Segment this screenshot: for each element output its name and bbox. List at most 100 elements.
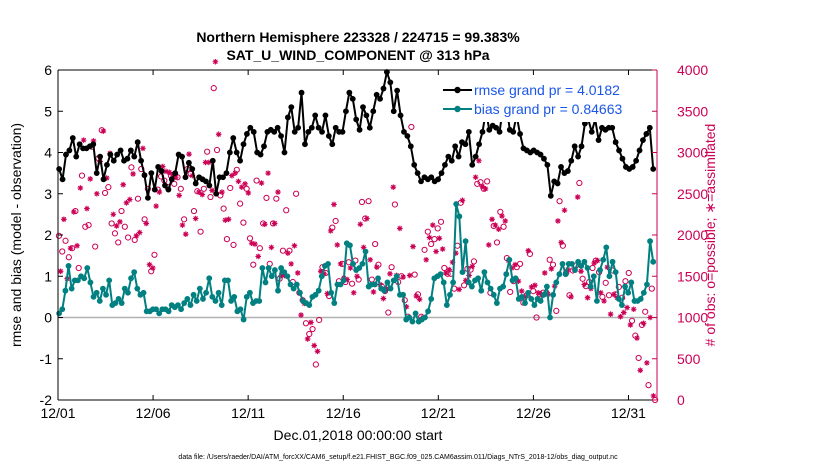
obs-count-point (568, 294, 574, 300)
rmse-series-point (233, 149, 240, 156)
bias-series-point (284, 273, 291, 280)
rmse-series-point (244, 131, 250, 137)
legend-bias-label: bias grand pr = 0.84663 (474, 101, 622, 117)
bias-series-point (131, 269, 138, 276)
obs-count-point (449, 259, 456, 266)
obs-count-point (625, 269, 632, 277)
obs-count-point (383, 285, 390, 292)
bias-series-point (637, 296, 644, 302)
obs-count-point (627, 322, 634, 328)
obs-count-point (120, 181, 126, 188)
obs-count-point (294, 270, 301, 276)
obs-count-point (443, 270, 449, 276)
obs-count-point (403, 303, 410, 310)
obs-count-point (238, 184, 245, 190)
rmse-series-point (401, 128, 407, 135)
bias-series-point (237, 306, 244, 313)
obs-count-point (578, 268, 584, 275)
rmse-series-point (636, 147, 643, 154)
obs-count-point (635, 354, 642, 362)
rmse-series-point (356, 126, 363, 133)
bias-series-point (428, 296, 435, 302)
bias-series-point (562, 271, 569, 278)
y-tick-label: -1 (40, 351, 53, 367)
rmse-series-point (261, 143, 267, 150)
obs-count-point (206, 159, 212, 166)
obs-count-point (233, 166, 240, 173)
obs-count-point (173, 174, 179, 181)
bias-series-point (290, 285, 297, 292)
rmse-series-point (93, 170, 100, 177)
rmse-series-point (291, 128, 298, 135)
obs-count-point (622, 278, 629, 285)
obs-count-point (245, 190, 252, 196)
rmse-series-point (134, 139, 141, 146)
rmse-series-point (479, 128, 486, 135)
y2-tick-label: 2000 (677, 227, 708, 243)
obs-count-point (617, 313, 624, 320)
obs-count-point (82, 223, 89, 230)
rmse-series-point (213, 190, 220, 197)
bias-series-point (75, 277, 81, 284)
y-tick-label: -2 (40, 392, 53, 408)
rmse-series-point (346, 89, 353, 96)
rmse-series-point (462, 141, 469, 148)
bias-series-point (487, 285, 494, 292)
bias-series-point (537, 298, 544, 304)
obs-count-point (220, 205, 227, 212)
obs-count-point (291, 242, 298, 249)
bias-series-point (572, 267, 578, 273)
obs-count-point (286, 247, 293, 254)
obs-count-point (334, 242, 341, 248)
rmse-series-point (582, 120, 588, 127)
obs-count-point (253, 177, 260, 184)
obs-count-point (456, 286, 462, 293)
rmse-series-point (59, 176, 66, 183)
obs-count-point (55, 232, 63, 239)
obs-count-point (110, 211, 117, 218)
obs-count-point (607, 311, 614, 317)
rmse-series-point (650, 166, 657, 172)
rmse-series-point (640, 137, 646, 144)
bias-series-point (493, 300, 500, 306)
bias-series-point (406, 314, 413, 321)
obs-count-point (489, 216, 495, 223)
x-axis-label: Dec.01,2018 00:00:00 start (274, 427, 443, 443)
obs-count-point (397, 225, 403, 232)
y2-tick-label: 3500 (677, 103, 708, 119)
legend: rmse grand pr = 4.0182 bias grand pr = 0… (437, 78, 649, 122)
bias-series-point (100, 285, 106, 292)
rmse-series-point (390, 108, 397, 115)
rmse-series-point (646, 124, 653, 131)
bias-series-point (484, 279, 491, 286)
rmse-series-point (339, 128, 346, 135)
rmse-series-point (220, 174, 226, 181)
obs-count-point (518, 288, 525, 294)
obs-count-point (255, 253, 262, 260)
obs-count-point (306, 330, 313, 338)
rmse-series-point (73, 153, 80, 160)
bias-series-point (553, 279, 560, 286)
obs-count-point (153, 203, 159, 209)
obs-count-point (263, 194, 270, 201)
bias-series-point (478, 287, 485, 294)
y-tick-label: 5 (44, 103, 52, 119)
obs-count-point (159, 163, 166, 170)
rmse-series-point (295, 124, 302, 131)
rmse-series-point (76, 141, 83, 148)
rmse-series-point (360, 104, 366, 111)
obs-count-point (515, 278, 522, 284)
obs-count-point (268, 244, 275, 251)
obs-count-point (186, 151, 192, 157)
bias-series-point (390, 277, 397, 284)
rmse-series-point (558, 164, 564, 170)
rmse-series-point (141, 172, 148, 179)
rmse-series-point (230, 135, 237, 141)
rmse-series-point (104, 161, 110, 168)
legend-box (437, 78, 649, 122)
bias-series-point (647, 238, 653, 245)
obs-count-point (130, 171, 136, 177)
y2-tick-label: 3000 (677, 145, 708, 161)
obs-count-point (108, 220, 115, 227)
